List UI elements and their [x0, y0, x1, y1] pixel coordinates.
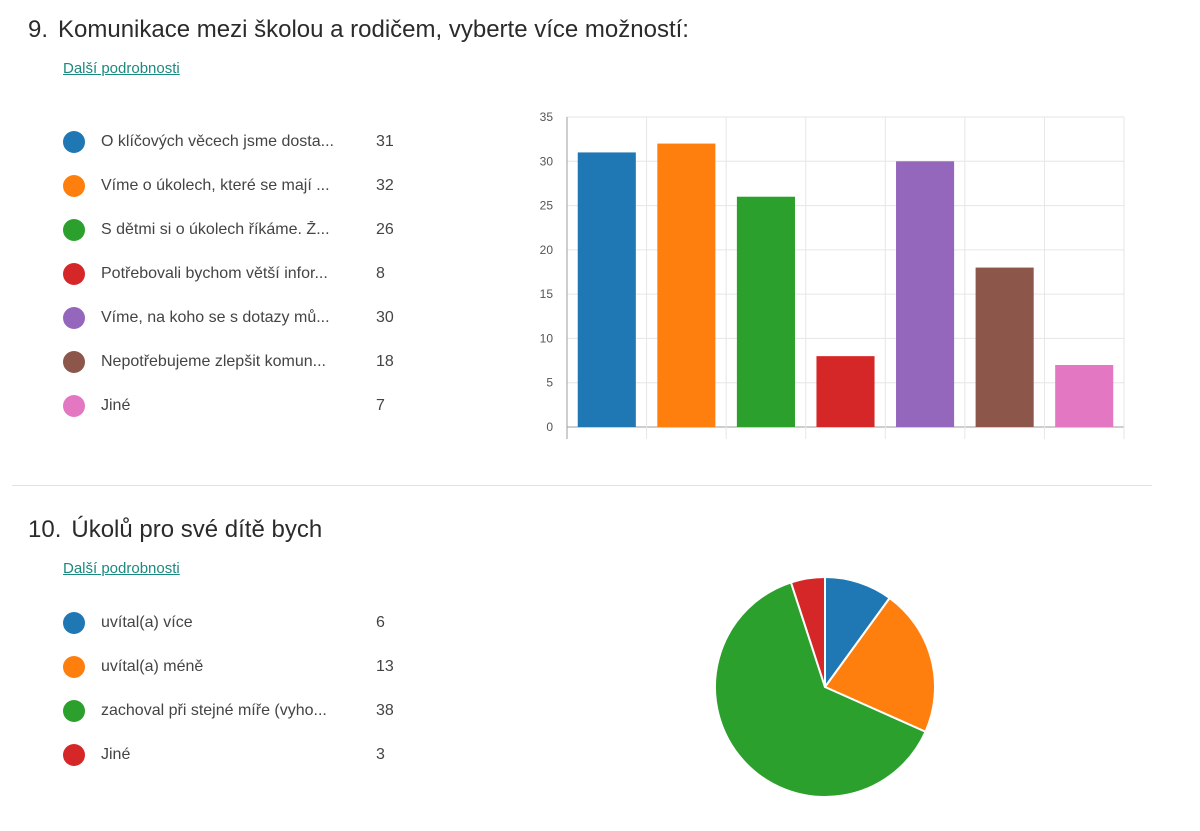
y-tick-label: 30 [540, 154, 554, 168]
legend-count: 38 [376, 702, 394, 719]
legend-count: 6 [376, 614, 385, 631]
legend-item: Jiné 3 [63, 744, 403, 768]
legend-color-dot [63, 744, 85, 766]
legend-color-dot [63, 219, 85, 241]
legend-label: O klíčových věcech jsme dosta... [101, 133, 334, 150]
question-title: 9. Komunikace mezi školou a rodičem, vybe… [28, 16, 689, 44]
y-tick-label: 5 [546, 376, 553, 390]
bar [896, 161, 955, 427]
legend-label: uvítal(a) více [101, 614, 193, 631]
legend-item: Nepotřebujeme zlepšit komun... 18 [63, 351, 403, 375]
legend-color-dot [63, 175, 85, 197]
question-text: Komunikace mezi školou a rodičem, vybert… [58, 16, 689, 43]
pie-chart [714, 576, 936, 798]
question-number: 9. [28, 16, 49, 43]
legend-count: 32 [376, 177, 394, 194]
more-details-link[interactable]: Další podrobnosti [63, 60, 180, 77]
bar-chart: 0 5 10 15 20 25 30 35 [540, 110, 1125, 439]
question-text: Úkolů pro své dítě bych [71, 516, 323, 543]
y-tick-label: 15 [540, 287, 554, 301]
legend-item: zachoval při stejné míře (vyho... 38 [63, 700, 403, 724]
y-tick-label: 10 [540, 331, 554, 345]
bar [816, 356, 875, 427]
legend-item: Víme, na koho se s dotazy mů... 30 [63, 307, 403, 331]
legend-count: 18 [376, 353, 394, 370]
legend-label: Potřebovali bychom větší infor... [101, 265, 328, 282]
legend-count: 26 [376, 221, 394, 238]
bar [736, 196, 795, 427]
legend-label: Víme o úkolech, které se mají ... [101, 177, 330, 194]
legend-color-dot [63, 351, 85, 373]
legend-item: Jiné 7 [63, 395, 403, 419]
legend-color-dot [63, 263, 85, 285]
legend-label: S dětmi si o úkolech říkáme. Ž... [101, 221, 330, 238]
legend-color-dot [63, 395, 85, 417]
legend-count: 3 [376, 746, 385, 763]
legend-count: 13 [376, 658, 394, 675]
legend-color-dot [63, 131, 85, 153]
legend-label: Jiné [101, 746, 131, 763]
legend-item: O klíčových věcech jsme dosta... 31 [63, 131, 403, 155]
legend-color-dot [63, 656, 85, 678]
legend-count: 8 [376, 265, 385, 282]
legend-item: uvítal(a) méně 13 [63, 656, 403, 680]
legend-label: zachoval při stejné míře (vyho... [101, 702, 327, 719]
legend-color-dot [63, 307, 85, 329]
bar [657, 143, 716, 428]
bar [1055, 365, 1114, 427]
question-number: 10. [28, 516, 62, 543]
bar [577, 152, 636, 427]
legend-label: Víme, na koho se s dotazy mů... [101, 309, 330, 326]
section-divider [12, 485, 1152, 486]
legend-item: uvítal(a) více 6 [63, 612, 403, 636]
y-tick-label: 35 [540, 110, 554, 124]
y-tick-label: 0 [546, 420, 553, 434]
bar [975, 267, 1034, 427]
legend-label: uvítal(a) méně [101, 658, 204, 675]
legend-item: Potřebovali bychom větší infor... 8 [63, 263, 403, 287]
legend-item: S dětmi si o úkolech říkáme. Ž... 26 [63, 219, 403, 243]
legend-label: Nepotřebujeme zlepšit komun... [101, 353, 326, 370]
legend-color-dot [63, 700, 85, 722]
legend-count: 31 [376, 133, 394, 150]
pie-slice [714, 581, 927, 798]
more-details-link[interactable]: Další podrobnosti [63, 560, 180, 577]
legend-count: 7 [376, 397, 385, 414]
legend-color-dot [63, 612, 85, 634]
question-title: 10. Úkolů pro své dítě bych [28, 516, 322, 544]
pie-slice [790, 576, 826, 688]
legend-label: Jiné [101, 397, 131, 414]
legend-count: 30 [376, 309, 394, 326]
legend-item: Víme o úkolech, které se mají ... 32 [63, 175, 403, 199]
y-tick-label: 25 [540, 199, 554, 213]
y-tick-label: 20 [540, 243, 554, 257]
